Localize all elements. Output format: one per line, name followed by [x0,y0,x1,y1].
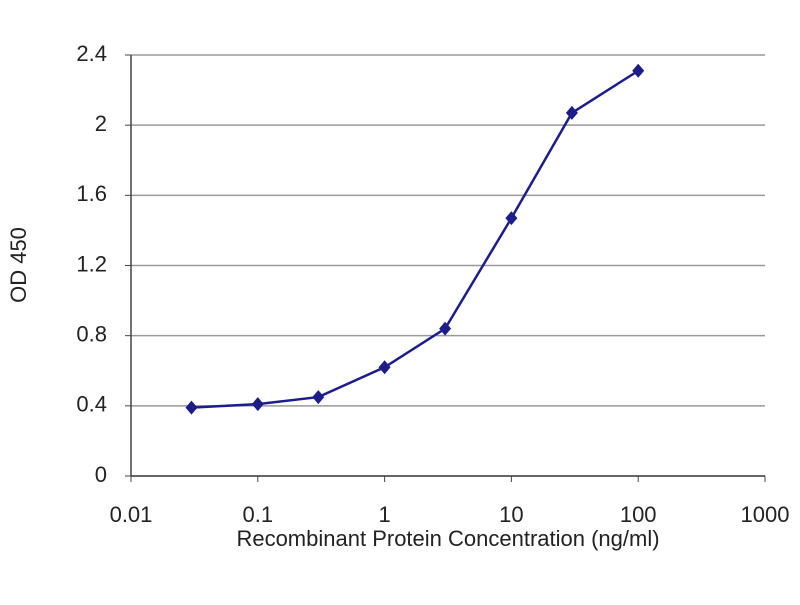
x-tick-label: 0.01 [110,502,153,527]
data-point [378,360,391,375]
x-tick-label: 10 [499,502,523,527]
y-tick-label: 2 [95,111,107,136]
y-tick-label: 1.2 [76,251,107,276]
data-point [632,63,645,78]
x-tick-label: 1 [378,502,390,527]
data-point [505,211,518,226]
y-tick-label: 2.4 [76,41,107,66]
y-tick-label: 0.8 [76,321,107,346]
data-line [191,69,639,409]
y-tick-label: 0 [95,462,107,487]
data-point [312,390,325,405]
data-point [185,400,198,415]
y-tick-label: 0.4 [76,392,107,417]
data-point [439,321,452,336]
x-tick-label: 1000 [741,502,790,527]
data-point [565,105,578,120]
y-axis-label: OD 450 [6,227,31,303]
x-tick-label: 0.1 [243,502,274,527]
x-axis-label: Recombinant Protein Concentration (ng/ml… [236,526,659,551]
data-point [251,397,264,412]
y-tick-label: 1.6 [76,181,107,206]
x-tick-label: 100 [620,502,657,527]
